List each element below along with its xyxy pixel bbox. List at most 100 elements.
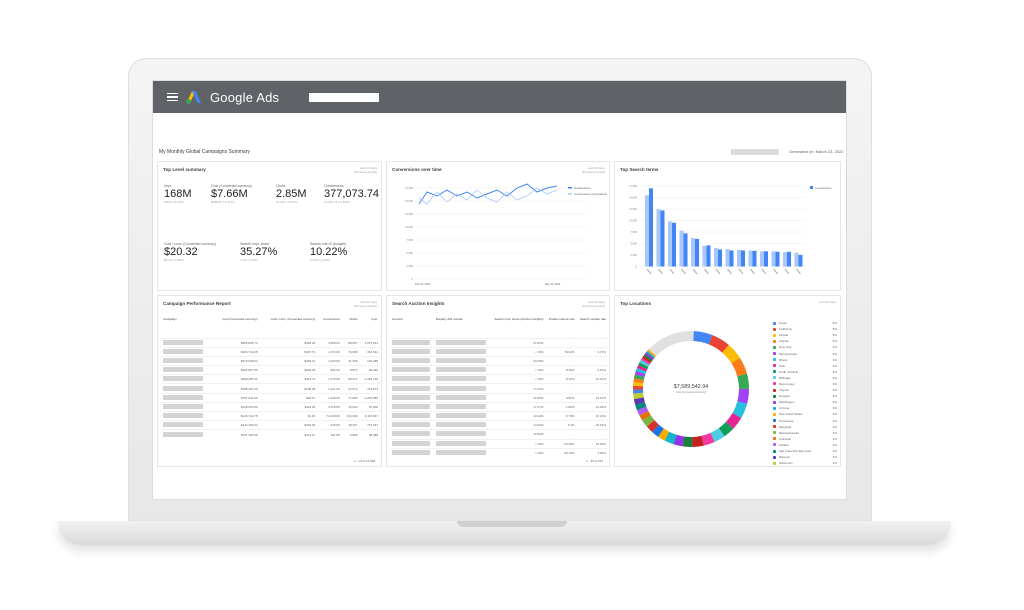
legend-item[interactable]: Ohio 4% <box>773 363 837 369</box>
legend-pct: 2% <box>832 449 837 454</box>
table-row[interactable]: $128,660.52 $119.00 3,376.85 13,052 87,006 <box>161 401 380 412</box>
legend-item[interactable]: Wisconsin 2% <box>773 460 837 466</box>
x-tick-label-redacted <box>761 268 767 275</box>
table-cell: $213.17 <box>259 429 318 440</box>
col-header[interactable]: Cost / conv. (Converted currency) <box>270 317 316 321</box>
table-row[interactable]: $303,807.90 $248.46 832.60 8,873 99,426 <box>161 365 380 375</box>
bar-compared <box>668 221 672 267</box>
table-row[interactable]: $157,931.06 $93.37 1,646.99 77,892 2,220,685 <box>161 392 380 403</box>
table-row[interactable]: $146,722.78 $1.96 74,349.99 104,390 6,119,66… <box>161 410 380 421</box>
table-row[interactable]: $127,366.55 $213.17 391.85 5,906 38,088 <box>161 429 380 440</box>
table-row[interactable]: 14.32% 3.3% 22.91% <box>390 420 608 430</box>
table-row[interactable]: 77.22% - - <box>390 383 608 394</box>
legend-item[interactable]: Florida 5% <box>773 332 837 338</box>
legend-item[interactable]: North Carolina 3% <box>773 369 837 375</box>
legend-item[interactable]: Michigan 3% <box>773 375 837 381</box>
table-row[interactable]: 93.08% - - <box>390 355 608 366</box>
table-cell: $127,366.55 <box>213 429 260 440</box>
x-tick-label-redacted <box>727 268 732 275</box>
legend-item[interactable]: Missouri 2% <box>773 454 837 460</box>
table-row[interactable]: 13.32% 8.79% 10.13% <box>390 410 608 421</box>
campaign-name-redacted[interactable] <box>163 339 203 345</box>
table-cell: 87,006 <box>359 401 380 412</box>
legend-item[interactable]: California 5% <box>773 326 837 332</box>
col-header[interactable]: Search impr. share (Auction Insights) <box>494 317 544 321</box>
campaign-name-redacted[interactable] <box>163 367 203 373</box>
legend-label: Arizona <box>778 406 790 411</box>
table-row[interactable]: 10.56% - - <box>390 429 608 440</box>
table-cell: 4,353,796 <box>359 374 380 384</box>
table-row[interactable]: 17.07% 1.89% 21.29% <box>390 401 608 412</box>
menu-icon[interactable] <box>167 92 178 102</box>
legend-compared: Conversions (compared) <box>574 192 607 196</box>
table-cell: $119.00 <box>259 401 318 412</box>
table-pager[interactable]: 1 - 36 of 613 <box>586 459 603 463</box>
legend-item[interactable]: Washington 3% <box>773 399 837 405</box>
table-row[interactable]: $144,459.24 $323.96 619.65 38,367 797,937 <box>161 420 380 430</box>
campaign-name-redacted[interactable] <box>163 376 203 382</box>
legend-item[interactable]: Texas 5% <box>773 320 837 326</box>
table-pager[interactable]: 1 - 10 of 12,568 <box>353 459 375 463</box>
table-row[interactable]: < 10% 8.38% 6.91% <box>390 365 608 375</box>
table-cell: 3,376.85 <box>317 401 342 412</box>
campaign-name-redacted[interactable] <box>163 431 203 437</box>
campaign-name-redacted[interactable] <box>163 394 203 400</box>
col-header[interactable]: Impr. <box>371 317 378 321</box>
table-cell: < 10% <box>490 365 546 375</box>
table-cell: $157,931.06 <box>213 392 260 403</box>
legend-item[interactable]: Maryland 2% <box>773 424 837 430</box>
legend-swatch <box>773 321 776 325</box>
campaign-name-redacted[interactable] <box>163 357 203 363</box>
account-redacted <box>392 357 430 363</box>
legend-item[interactable]: Georgia 3% <box>773 393 837 399</box>
table-row[interactable]: $379,668.04 $329.21 1,043.06 31,395 125,398 <box>161 355 380 366</box>
col-header[interactable]: Cost (Converted currency) <box>222 317 258 321</box>
table-row[interactable]: $304,743.08 $307.74 1,374.99 70,086 362,612 <box>161 346 380 357</box>
col-header[interactable]: Search overlap rate <box>579 317 606 321</box>
card-subtitle: Last 30 days (Previous period) <box>582 166 605 174</box>
date-range-selector[interactable] <box>731 149 779 155</box>
legend-item[interactable]: Illinois 4% <box>773 357 837 363</box>
table-row[interactable]: 57.81% - - <box>390 337 608 348</box>
legend-item[interactable]: New South Wales 3% <box>773 411 837 417</box>
legend-item[interactable]: Virginia 5% <box>773 338 837 344</box>
legend-item[interactable]: New York 4% <box>773 344 837 350</box>
table-cell: 70,086 <box>341 346 360 357</box>
app-brand[interactable]: Google Ads <box>210 89 280 105</box>
legend-item[interactable]: San Francisco Bay Area 2% <box>773 448 837 454</box>
legend-item[interactable]: Tennessee 2% <box>773 418 837 424</box>
legend-item[interactable]: Indiana 2% <box>773 442 837 448</box>
col-header[interactable]: Account <box>392 317 403 321</box>
legend-pct: 3% <box>832 388 837 393</box>
table-row[interactable]: 12.60% 3.81% 13.51% <box>390 392 608 403</box>
table-row[interactable]: $855,856.74 $328.28 3,608.23 88,507 2,575,01… <box>161 337 380 348</box>
legend-item[interactable]: Virginia 3% <box>773 387 837 393</box>
table-row[interactable]: < 10% 78.62% 3.72% <box>390 346 608 357</box>
campaign-name-redacted[interactable] <box>163 385 203 391</box>
table-row[interactable]: < 10% 93.58% 12.60% <box>390 438 608 449</box>
legend-item[interactable]: Arizona 3% <box>773 405 837 411</box>
table-cell: 13,052 <box>341 401 360 412</box>
campaign-name-redacted[interactable] <box>163 403 203 409</box>
col-header[interactable]: Position above rate <box>548 317 575 321</box>
legend-item[interactable]: Pennsylvania 4% <box>773 350 837 356</box>
col-header[interactable]: Conversions <box>323 317 340 321</box>
google-ads-logo-icon[interactable] <box>186 90 202 104</box>
col-header[interactable]: Display URL domain <box>435 317 464 321</box>
legend-item[interactable]: New Jersey 3% <box>773 381 837 387</box>
campaign-name-redacted[interactable] <box>163 422 203 428</box>
table-row[interactable]: < 10% 8.12% 10.01% <box>390 374 608 384</box>
app-bar: Google Ads <box>153 81 846 113</box>
table-row[interactable]: $298,085.11 $119.74 1,470.05 98,272 4,353,79… <box>161 374 380 384</box>
campaign-name-redacted[interactable] <box>163 413 203 419</box>
account-name-redacted[interactable] <box>309 92 380 102</box>
col-header[interactable]: Campaign <box>163 317 177 321</box>
legend-swatch <box>773 425 776 429</box>
col-header[interactable]: Clicks <box>349 317 358 321</box>
legend-item[interactable]: Massachusetts 2% <box>773 430 837 436</box>
legend-item[interactable]: Colorado 2% <box>773 436 837 442</box>
table-row[interactable]: $188,497.20 $138.28 1,241.94 22,679 479,673 <box>161 383 380 394</box>
campaign-name-redacted[interactable] <box>163 348 203 354</box>
table-row[interactable]: < 10% 29.13% 4.05% <box>390 447 608 458</box>
donut-slice <box>701 432 715 446</box>
